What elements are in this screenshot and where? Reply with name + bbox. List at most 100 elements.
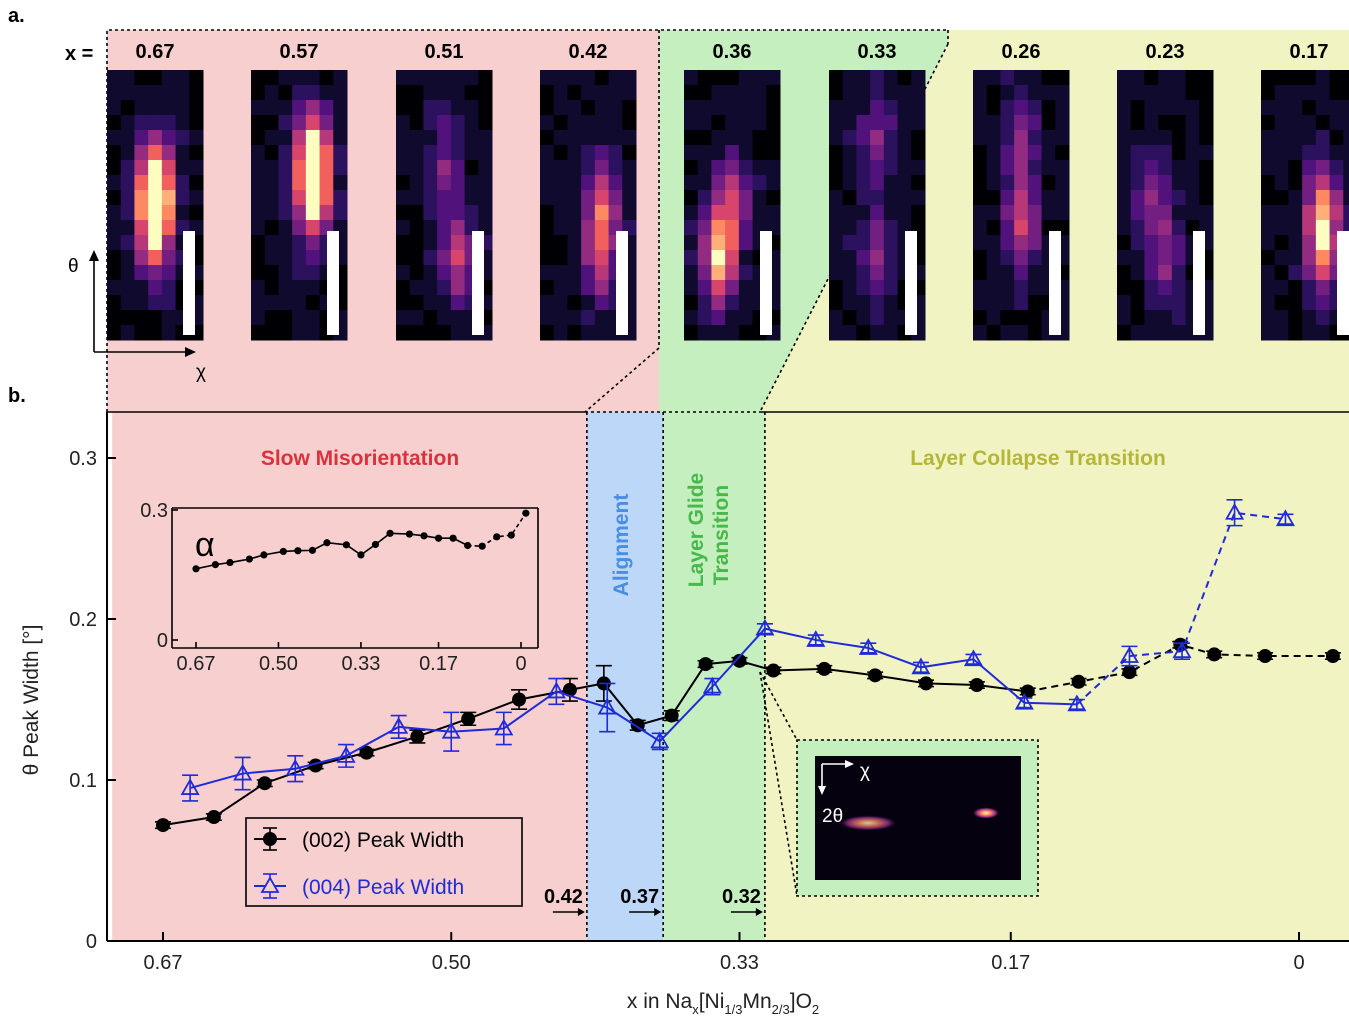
- heatmap-pixel: [1315, 130, 1331, 146]
- heatmap-pixel: [264, 310, 279, 326]
- heatmap-pixel: [148, 250, 163, 266]
- heatmap-pixel: [1055, 115, 1070, 131]
- heatmap-pixel: [450, 250, 466, 266]
- heatmap-pixel: [594, 160, 610, 176]
- heatmap-pixel: [1144, 145, 1159, 161]
- heatmap-pixel: [396, 325, 411, 341]
- heatmap-pixel: [396, 235, 411, 251]
- heatmap-pixel: [911, 175, 926, 191]
- heatmap-pixel: [1000, 220, 1015, 236]
- heatmap-pixel: [738, 160, 754, 176]
- heatmap-pixel: [738, 100, 754, 116]
- heatmap-pixel: [278, 295, 293, 311]
- heatmap-pixel: [973, 310, 988, 326]
- heatmap-pixel: [1027, 115, 1043, 131]
- heatmap-pixel: [423, 235, 438, 251]
- heatmap-pixel: [1055, 145, 1070, 161]
- heatmap-pixel: [161, 325, 177, 341]
- heatmap-pixel: [319, 130, 334, 146]
- heatmap-pixel: [738, 145, 754, 161]
- heatmap-pixel: [148, 85, 163, 101]
- heatmap-pixel: [107, 325, 122, 341]
- heatmap-pixel: [1055, 190, 1070, 206]
- heatmap-pixel: [1000, 190, 1015, 206]
- heatmap-pixel: [1014, 295, 1029, 311]
- heatmap-pixel: [1000, 325, 1015, 341]
- heatmap-pixel: [883, 115, 899, 131]
- data-point: [1119, 646, 1139, 663]
- heatmap-pixel: [134, 235, 149, 251]
- heatmap-pixel: [697, 325, 712, 341]
- heatmap-pixel: [581, 85, 596, 101]
- heatmap-pixel: [766, 70, 781, 86]
- heatmap-pixel: [897, 175, 912, 191]
- heatmap-pixel: [870, 280, 885, 296]
- heatmap-pixel: [752, 100, 767, 116]
- heatmap-pixel: [251, 295, 266, 311]
- heatmap-pixel: [1343, 70, 1349, 86]
- heatmap-pixel: [986, 295, 1001, 311]
- heatmap-pixel: [842, 205, 857, 221]
- heatmap-pixel: [1302, 100, 1317, 116]
- heatmap-pixel: [1261, 295, 1276, 311]
- heatmap-pixel: [1261, 115, 1276, 131]
- heatmap-pixel: [1171, 310, 1187, 326]
- heatmap-pixel: [684, 100, 699, 116]
- heatmap-pixel: [437, 100, 452, 116]
- scale-bar: [1193, 231, 1205, 335]
- heatmap-pixel: [973, 160, 988, 176]
- heatmap-pixel: [305, 115, 321, 131]
- detector-image-inset: χ 2θ: [759, 671, 1039, 897]
- x-tick-label: 0.50: [432, 952, 471, 974]
- heatmap-pixel: [1117, 115, 1132, 131]
- heatmap-pixel: [870, 220, 885, 236]
- heatmap-pixel: [540, 130, 555, 146]
- heatmap-pixel: [1329, 100, 1344, 116]
- strip-x-label: 0.67: [136, 41, 175, 63]
- heatmap-pixel: [175, 85, 190, 101]
- heatmap-pixel: [1000, 85, 1015, 101]
- heatmap-pixel: [1171, 295, 1187, 311]
- heatmap-pixel: [684, 250, 699, 266]
- heatmap-pixel: [553, 175, 568, 191]
- heatmap-pixel: [1288, 160, 1303, 176]
- heatmap-pixel: [1315, 175, 1331, 191]
- heatmap-pixel: [1027, 235, 1043, 251]
- heatmap-pixel: [251, 265, 266, 281]
- inset-data-point: [371, 540, 380, 549]
- heatmap-pixel: [567, 205, 582, 221]
- strip-x-label: 0.17: [1290, 41, 1329, 63]
- heatmap-pixel: [305, 205, 321, 221]
- heatmap-pixel: [251, 220, 266, 236]
- heatmap-pixel: [278, 100, 293, 116]
- heatmap-pixel: [437, 310, 452, 326]
- heatmap-pixel: [752, 70, 767, 86]
- heatmap-pixel: [711, 250, 726, 266]
- heatmap-pixel: [725, 70, 740, 86]
- heatmap-pixel: [134, 175, 149, 191]
- heatmap-pixel: [1261, 130, 1276, 146]
- heatmap-pixel: [1185, 160, 1200, 176]
- heatmap-pixel: [856, 250, 871, 266]
- heatmap-pixel: [396, 70, 411, 86]
- heatmap-pixel: [278, 325, 293, 341]
- heatmap-pixel: [581, 205, 596, 221]
- heatmap-pixel: [161, 190, 177, 206]
- heatmap-pixel: [581, 250, 596, 266]
- heatmap-pixel: [1144, 250, 1159, 266]
- image-arrow-down-icon: [818, 786, 826, 795]
- heatmap-pixel: [134, 145, 149, 161]
- heatmap-pixel: [594, 310, 610, 326]
- heatmap-pixel: [725, 115, 740, 131]
- heatmap-pixel: [567, 265, 582, 281]
- data-point: [410, 729, 425, 744]
- heatmap-pixel: [883, 280, 899, 296]
- heatmap-pixel: [752, 160, 767, 176]
- heatmap-pixel: [856, 295, 871, 311]
- x-tick-label: 0.17: [991, 952, 1030, 974]
- heatmap-pixel: [1288, 145, 1303, 161]
- heatmap-pixel: [1315, 250, 1331, 266]
- heatmap-pixel: [911, 85, 926, 101]
- heatmap-pixel: [409, 85, 424, 101]
- heatmap-pixel: [464, 100, 479, 116]
